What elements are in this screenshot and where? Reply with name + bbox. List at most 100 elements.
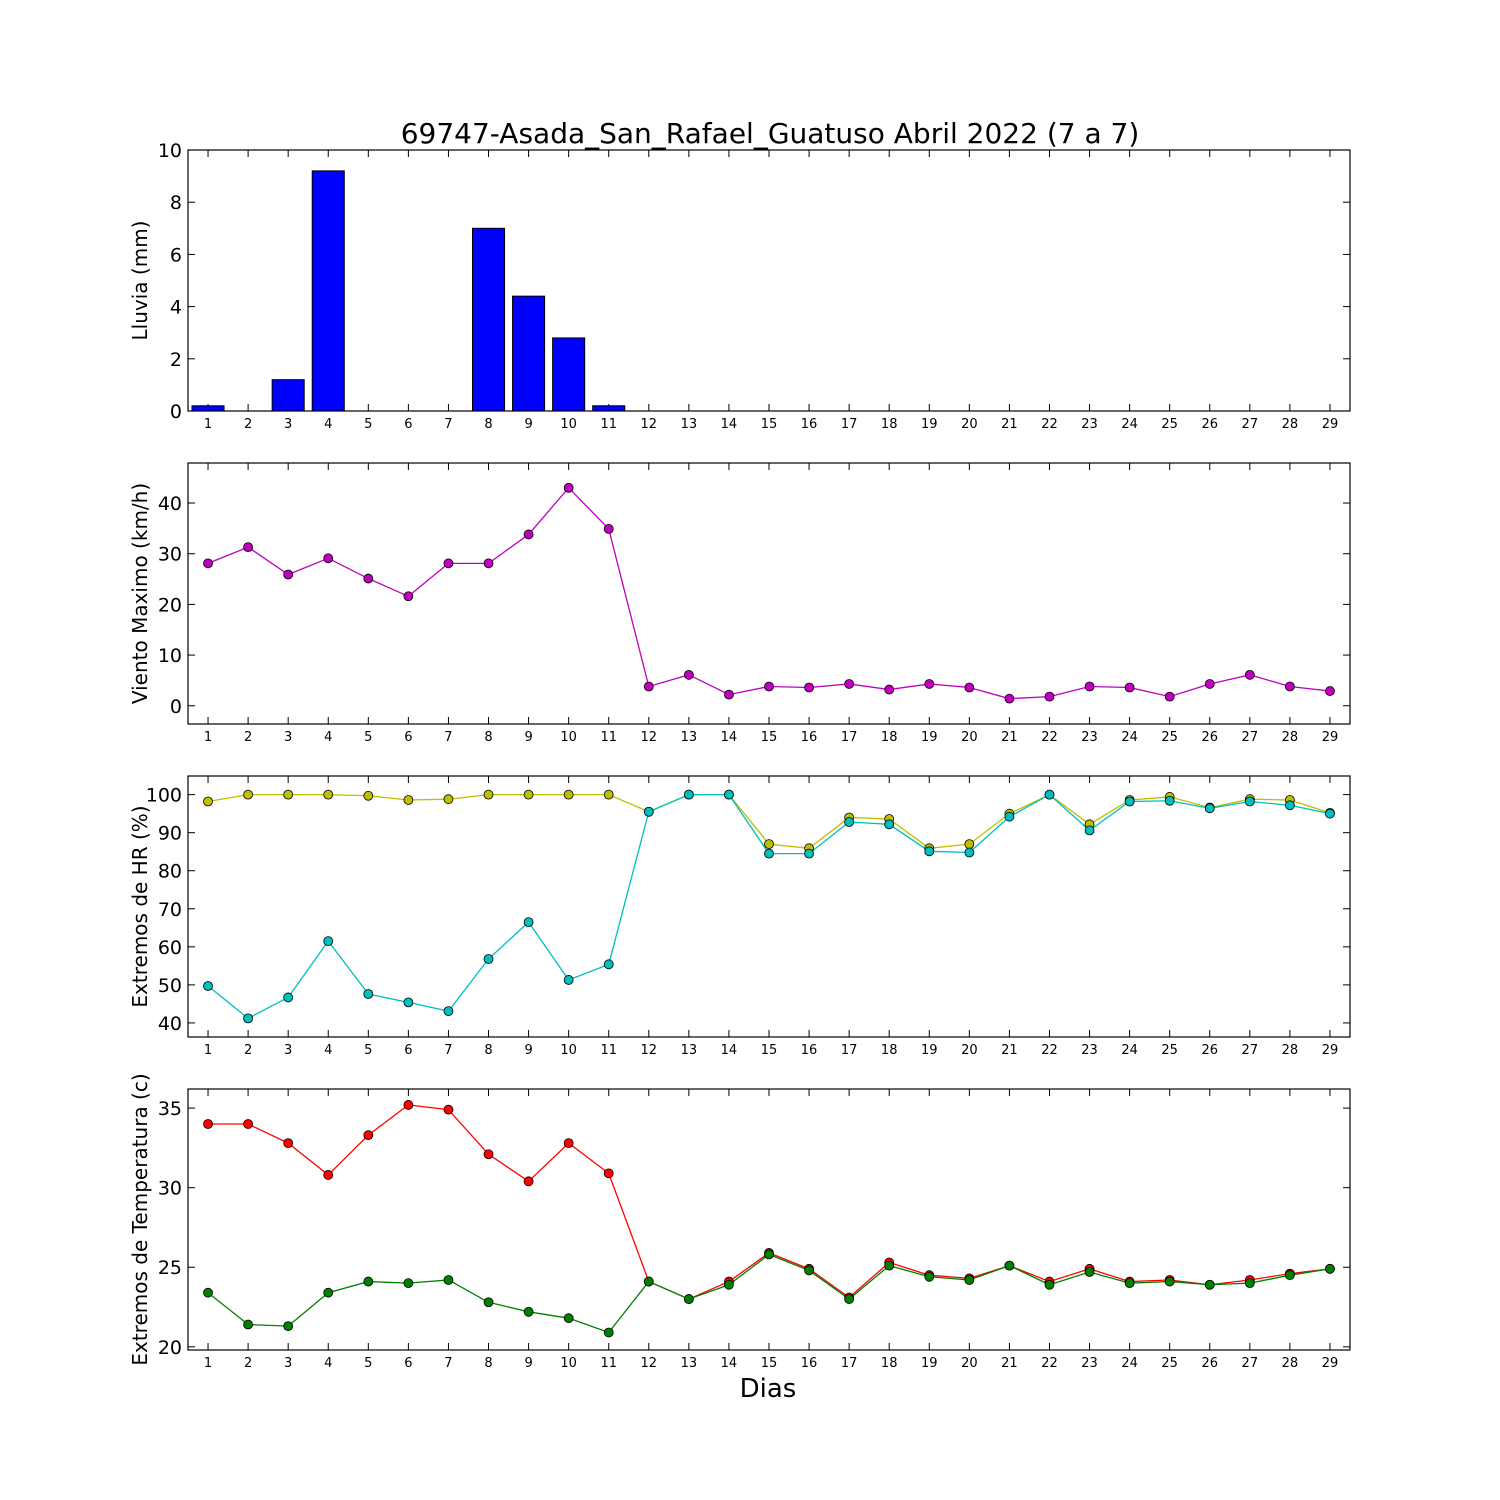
x-tick-label: 18 — [881, 730, 898, 745]
x-tick-label: 16 — [801, 730, 818, 745]
x-tick-label: 25 — [1161, 1356, 1178, 1371]
x-tick-label: 7 — [444, 1356, 452, 1371]
series-point-2 — [884, 819, 895, 830]
x-tick-label: 5 — [364, 730, 372, 745]
x-tick-label: 24 — [1121, 730, 1138, 745]
x-tick-label: 10 — [560, 1043, 577, 1058]
series-point-1 — [443, 558, 454, 569]
x-tick-label: 20 — [961, 417, 978, 432]
series-point-2 — [1325, 808, 1335, 819]
x-axis-label: Dias — [740, 1374, 797, 1404]
x-tick-label: 23 — [1081, 417, 1098, 432]
series-point-2 — [203, 981, 213, 991]
x-tick-label: 5 — [364, 1043, 372, 1058]
x-tick-label: 3 — [284, 1356, 292, 1371]
series-point-2 — [523, 917, 534, 927]
series-point-1 — [363, 790, 374, 801]
series-point-2 — [683, 789, 694, 800]
x-tick-label: 29 — [1322, 417, 1339, 432]
series-point-1 — [884, 684, 895, 695]
x-tick-label: 12 — [641, 730, 658, 745]
x-tick-label: 24 — [1121, 1356, 1138, 1371]
x-tick-label: 9 — [524, 1356, 532, 1371]
x-tick-label: 19 — [921, 1043, 938, 1058]
series-point-1 — [603, 1168, 614, 1179]
x-tick-label: 27 — [1242, 1356, 1259, 1371]
series-point-2 — [964, 1275, 975, 1285]
series-point-1 — [403, 795, 414, 805]
bar — [471, 227, 506, 412]
x-tick-label: 4 — [324, 730, 332, 745]
x-tick-label: 26 — [1201, 730, 1218, 745]
series-point-2 — [844, 1294, 855, 1304]
x-tick-label: 23 — [1081, 1043, 1098, 1058]
series-point-2 — [1044, 789, 1055, 800]
x-tick-label: 18 — [881, 1356, 898, 1371]
series-point-1 — [243, 789, 254, 800]
x-tick-label: 9 — [524, 417, 532, 432]
x-tick-label: 28 — [1282, 417, 1299, 432]
x-tick-label: 8 — [484, 417, 492, 432]
y-tick-label: 70 — [158, 899, 182, 921]
series-point-2 — [563, 975, 574, 985]
series-point-1 — [563, 789, 574, 800]
series-point-1 — [483, 789, 494, 800]
series-point-1 — [683, 669, 694, 680]
series-point-1 — [1004, 693, 1015, 704]
x-tick-label: 15 — [761, 730, 778, 745]
x-tick-label: 3 — [284, 730, 292, 745]
series-point-1 — [403, 591, 414, 602]
series-point-2 — [243, 1319, 254, 1330]
x-tick-label: 2 — [244, 1043, 252, 1058]
y-axis-label-lluvia: Lluvia (mm) — [128, 221, 152, 341]
series-point-1 — [1124, 682, 1135, 693]
series-point-2 — [1204, 803, 1215, 814]
x-tick-label: 28 — [1282, 1356, 1299, 1371]
series-point-2 — [724, 1279, 734, 1290]
series-point-1 — [1164, 691, 1175, 702]
x-tick-label: 23 — [1081, 730, 1098, 745]
series-point-1 — [283, 1138, 294, 1149]
x-tick-label: 21 — [1001, 1043, 1018, 1058]
x-tick-label: 13 — [681, 730, 698, 745]
series-point-1 — [1204, 679, 1215, 689]
y-axis-label-viento: Viento Maximo (km/h) — [128, 483, 152, 704]
x-tick-label: 20 — [961, 730, 978, 745]
x-tick-label: 8 — [484, 1356, 492, 1371]
series-point-1 — [403, 1100, 414, 1110]
x-tick-label: 1 — [204, 1356, 212, 1371]
series-point-2 — [363, 1276, 374, 1287]
x-tick-label: 16 — [801, 417, 818, 432]
y-tick-label: 60 — [158, 937, 182, 959]
x-tick-label: 22 — [1041, 1043, 1058, 1058]
x-tick-label: 1 — [204, 730, 212, 745]
x-tick-label: 3 — [284, 417, 292, 432]
x-tick-label: 13 — [681, 1356, 698, 1371]
series-point-1 — [523, 1176, 534, 1187]
series-point-2 — [1124, 796, 1135, 807]
series-point-2 — [1044, 1279, 1055, 1290]
x-tick-label: 6 — [404, 1043, 412, 1058]
series-point-2 — [283, 1321, 294, 1332]
series-point-2 — [323, 936, 334, 947]
series-point-1 — [523, 789, 534, 800]
series-point-2 — [764, 848, 774, 859]
x-tick-label: 22 — [1041, 417, 1058, 432]
y-tick-label: 20 — [158, 594, 182, 616]
x-tick-label: 27 — [1242, 1043, 1259, 1058]
x-tick-label: 13 — [681, 417, 698, 432]
x-tick-label: 24 — [1121, 1043, 1138, 1058]
series-point-1 — [203, 1119, 213, 1129]
y-tick-label: 100 — [146, 785, 182, 807]
x-tick-label: 27 — [1242, 730, 1259, 745]
series-point-1 — [243, 542, 254, 553]
x-tick-label: 7 — [444, 417, 452, 432]
y-tick-label: 4 — [170, 297, 182, 319]
series-point-2 — [483, 954, 494, 964]
x-tick-label: 12 — [641, 1356, 658, 1371]
series-point-2 — [403, 997, 414, 1008]
series-point-1 — [924, 679, 935, 689]
